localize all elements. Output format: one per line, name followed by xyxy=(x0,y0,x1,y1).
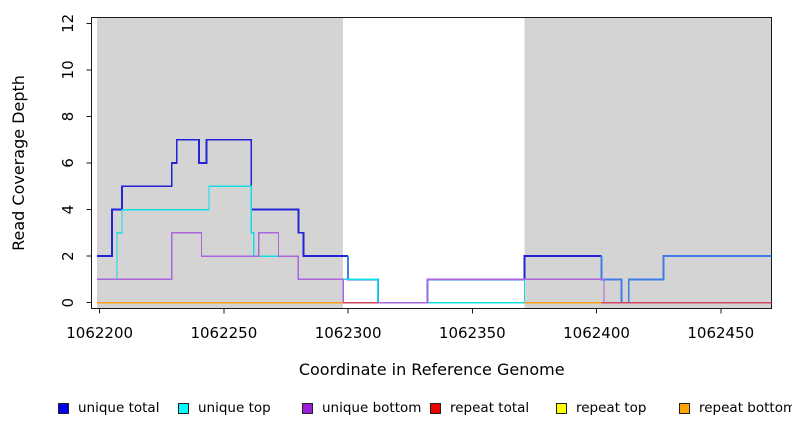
series-lines xyxy=(97,138,772,304)
y-tick-label: 2 xyxy=(59,251,77,261)
legend-label: repeat top xyxy=(576,400,647,416)
x-axis-label: Coordinate in Reference Genome xyxy=(299,360,565,379)
legend-item-repeat-top: repeat top xyxy=(556,399,646,417)
y-tick-label: 10 xyxy=(59,60,77,79)
x-tick-label: 1062200 xyxy=(66,324,133,342)
legend-swatch-repeat-total xyxy=(430,402,441,414)
series-line-unique-total xyxy=(97,138,349,257)
series-line-unique-total xyxy=(523,255,602,280)
legend-swatch-unique-bottom xyxy=(302,402,313,414)
x-tick-label: 1062300 xyxy=(315,324,382,342)
series-line-unique-bottom xyxy=(97,232,772,304)
y-tick-label: 12 xyxy=(59,14,77,33)
x-tick-label: 1062450 xyxy=(687,324,754,342)
y-tick-label: 6 xyxy=(59,158,77,168)
legend-item-unique-top: unique top xyxy=(178,399,271,417)
legend-swatch-repeat-top xyxy=(556,402,567,414)
legend-item-unique-total: unique total xyxy=(58,399,159,417)
shaded-repeat-regions xyxy=(97,17,772,309)
axis-ticks: 1062200 1062250 1062300 1062350 1062400 10624… xyxy=(59,14,754,342)
y-tick-label: 4 xyxy=(59,205,77,215)
legend-label: repeat bottom xyxy=(699,400,792,416)
repeat-region-band-0 xyxy=(97,17,344,309)
legend-item-repeat-bottom: repeat bottom xyxy=(679,399,792,417)
legend-swatch-unique-total xyxy=(58,402,69,414)
plot-canvas: 1062200 1062250 1062300 1062350 1062400 10624… xyxy=(9,14,773,379)
legend-swatch-unique-top xyxy=(178,402,189,414)
y-tick-label: 8 xyxy=(59,112,77,122)
legend-item-unique-bottom: unique bottom xyxy=(302,399,421,417)
x-tick-label: 1062400 xyxy=(563,324,630,342)
legend-swatch-repeat-bottom xyxy=(679,402,690,414)
y-axis-label: Read Coverage Depth xyxy=(9,75,28,251)
repeat-region-band-1 xyxy=(524,17,772,309)
legend-label: unique bottom xyxy=(322,400,422,416)
legend-label: unique total xyxy=(78,400,160,416)
x-tick-label: 1062350 xyxy=(439,324,506,342)
legend-label: repeat total xyxy=(450,400,530,416)
x-tick-label: 1062250 xyxy=(190,324,257,342)
y-tick-label: 0 xyxy=(59,298,77,308)
legend: unique total unique top unique bottom repea… xyxy=(0,399,792,419)
legend-item-repeat-total: repeat total xyxy=(430,399,529,417)
legend-label: unique top xyxy=(198,400,271,416)
